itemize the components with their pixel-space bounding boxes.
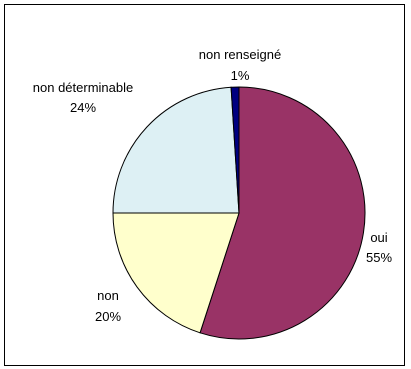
label-non-determinable-percent: 24% — [70, 100, 96, 115]
label-non-name: non — [97, 288, 119, 303]
label-non-renseigne-name: non renseigné — [199, 47, 281, 62]
slice-oui — [199, 86, 366, 340]
pie-chart: oui 55% non 20% non déterminable 24% non… — [33, 47, 392, 340]
chart-area: oui 55% non 20% non déterminable 24% non… — [4, 4, 405, 366]
label-non-percent: 20% — [95, 309, 121, 324]
label-non-renseigne-percent: 1% — [231, 68, 250, 83]
slice-non-determinable — [112, 86, 240, 214]
label-oui-percent: 55% — [366, 250, 392, 265]
label-oui-name: oui — [370, 230, 387, 245]
slice-non-renseigne — [230, 86, 240, 214]
pie-slices — [112, 86, 366, 340]
slice-non — [112, 212, 240, 334]
label-non-determinable-name: non déterminable — [33, 80, 133, 95]
